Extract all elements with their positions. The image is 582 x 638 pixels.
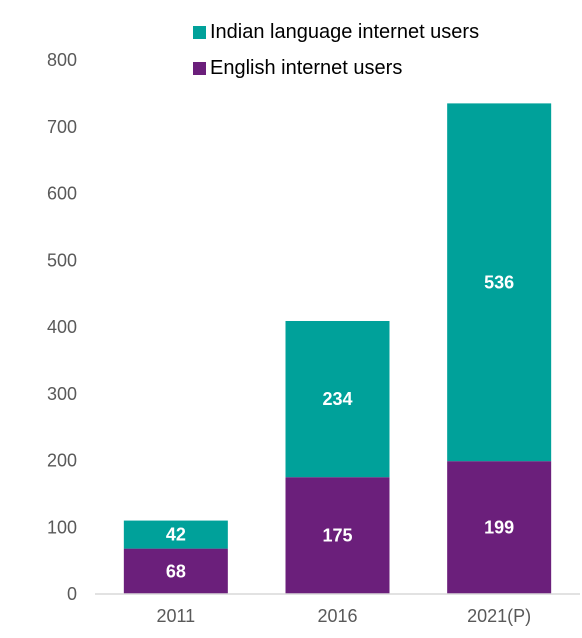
y-tick-label: 0 xyxy=(67,584,77,604)
legend-label: Indian language internet users xyxy=(210,21,479,43)
y-axis: 0 100 200 300 400 500 600 700 800 xyxy=(47,50,77,604)
data-label: 536 xyxy=(484,272,514,292)
legend: Indian language internet users English in… xyxy=(193,21,479,79)
x-tick-label: 2021(P) xyxy=(467,606,531,626)
data-label: 199 xyxy=(484,518,514,538)
y-tick-label: 800 xyxy=(47,50,77,70)
legend-swatch-english-internet-users xyxy=(193,62,206,75)
y-tick-label: 200 xyxy=(47,451,77,471)
legend-label: English internet users xyxy=(210,57,402,79)
y-tick-label: 400 xyxy=(47,317,77,337)
data-label: 68 xyxy=(166,561,186,581)
y-tick-label: 500 xyxy=(47,250,77,270)
bar-indian-language-internet-users-2011 xyxy=(123,520,228,549)
y-tick-label: 300 xyxy=(47,384,77,404)
x-tick-label: 2016 xyxy=(317,606,357,626)
bar-english-internet-users-2011 xyxy=(123,548,228,594)
bar-indian-language-internet-users-2016 xyxy=(285,320,390,478)
data-label: 42 xyxy=(166,525,186,545)
y-tick-label: 700 xyxy=(47,117,77,137)
x-tick-label: 2011 xyxy=(156,606,195,626)
y-tick-label: 600 xyxy=(47,184,77,204)
legend-swatch-indian-language-internet-users xyxy=(193,26,206,39)
data-label: 175 xyxy=(322,526,352,546)
x-axis: 2011 2016 2021(P) xyxy=(156,606,531,626)
bar-indian-language-internet-users-2021-p xyxy=(447,103,552,462)
y-tick-label: 100 xyxy=(47,517,77,537)
bars: 68 42 175 234 199 536 xyxy=(123,103,552,594)
bar-english-internet-users-2021-p xyxy=(447,461,552,594)
bar-english-internet-users-2016 xyxy=(285,477,390,594)
data-label: 234 xyxy=(322,389,352,409)
